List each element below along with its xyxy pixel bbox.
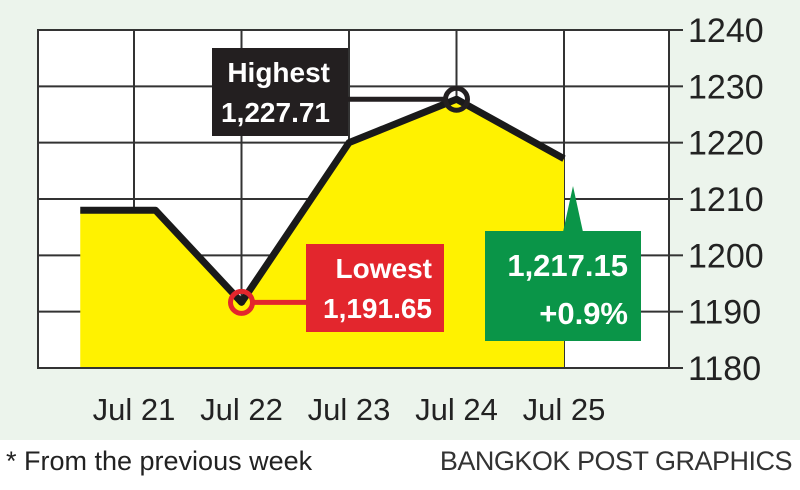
lowest-callout: Lowest 1,191.65 [306,244,444,332]
y-tick-label: 1190 [688,294,761,332]
y-axis-ticks: 1180 1190 1200 1210 1220 1230 1240 [669,12,764,388]
close-value: 1,217.15 [507,248,628,283]
x-axis-ticks: Jul 21 Jul 22 Jul 23 Jul 24 Jul 25 [93,392,606,427]
close-callout: 1,217.15 +0.9% [485,186,641,341]
x-tick-label: Jul 22 [200,392,283,427]
y-tick-label: 1240 [688,12,764,50]
lowest-label: Lowest [336,253,432,284]
series-line [80,95,566,306]
footnote: * From the previous week [6,446,313,476]
y-tick-label: 1200 [688,237,764,275]
chart-area: 1180 1190 1200 1210 1220 1230 1240 Jul 21 Jul 2… [0,0,800,440]
close-change: +0.9% [539,296,628,331]
y-tick-label: 1180 [688,350,761,388]
highest-marker [443,85,470,113]
x-tick-label: Jul 24 [415,392,498,427]
y-tick-label: 1210 [688,181,764,219]
highest-value: 1,227.71 [221,97,330,128]
highest-callout: Highest 1,227.71 [212,48,348,136]
x-tick-label: Jul 25 [523,392,606,427]
source-credit: BANGKOK POST GRAPHICS [439,446,793,476]
lowest-value: 1,191.65 [323,293,432,324]
highest-label: Highest [227,57,330,88]
y-tick-label: 1230 [688,68,764,106]
lowest-marker [228,288,255,316]
x-tick-label: Jul 21 [93,392,176,427]
y-tick-label: 1220 [688,125,764,163]
x-tick-label: Jul 23 [308,392,391,427]
